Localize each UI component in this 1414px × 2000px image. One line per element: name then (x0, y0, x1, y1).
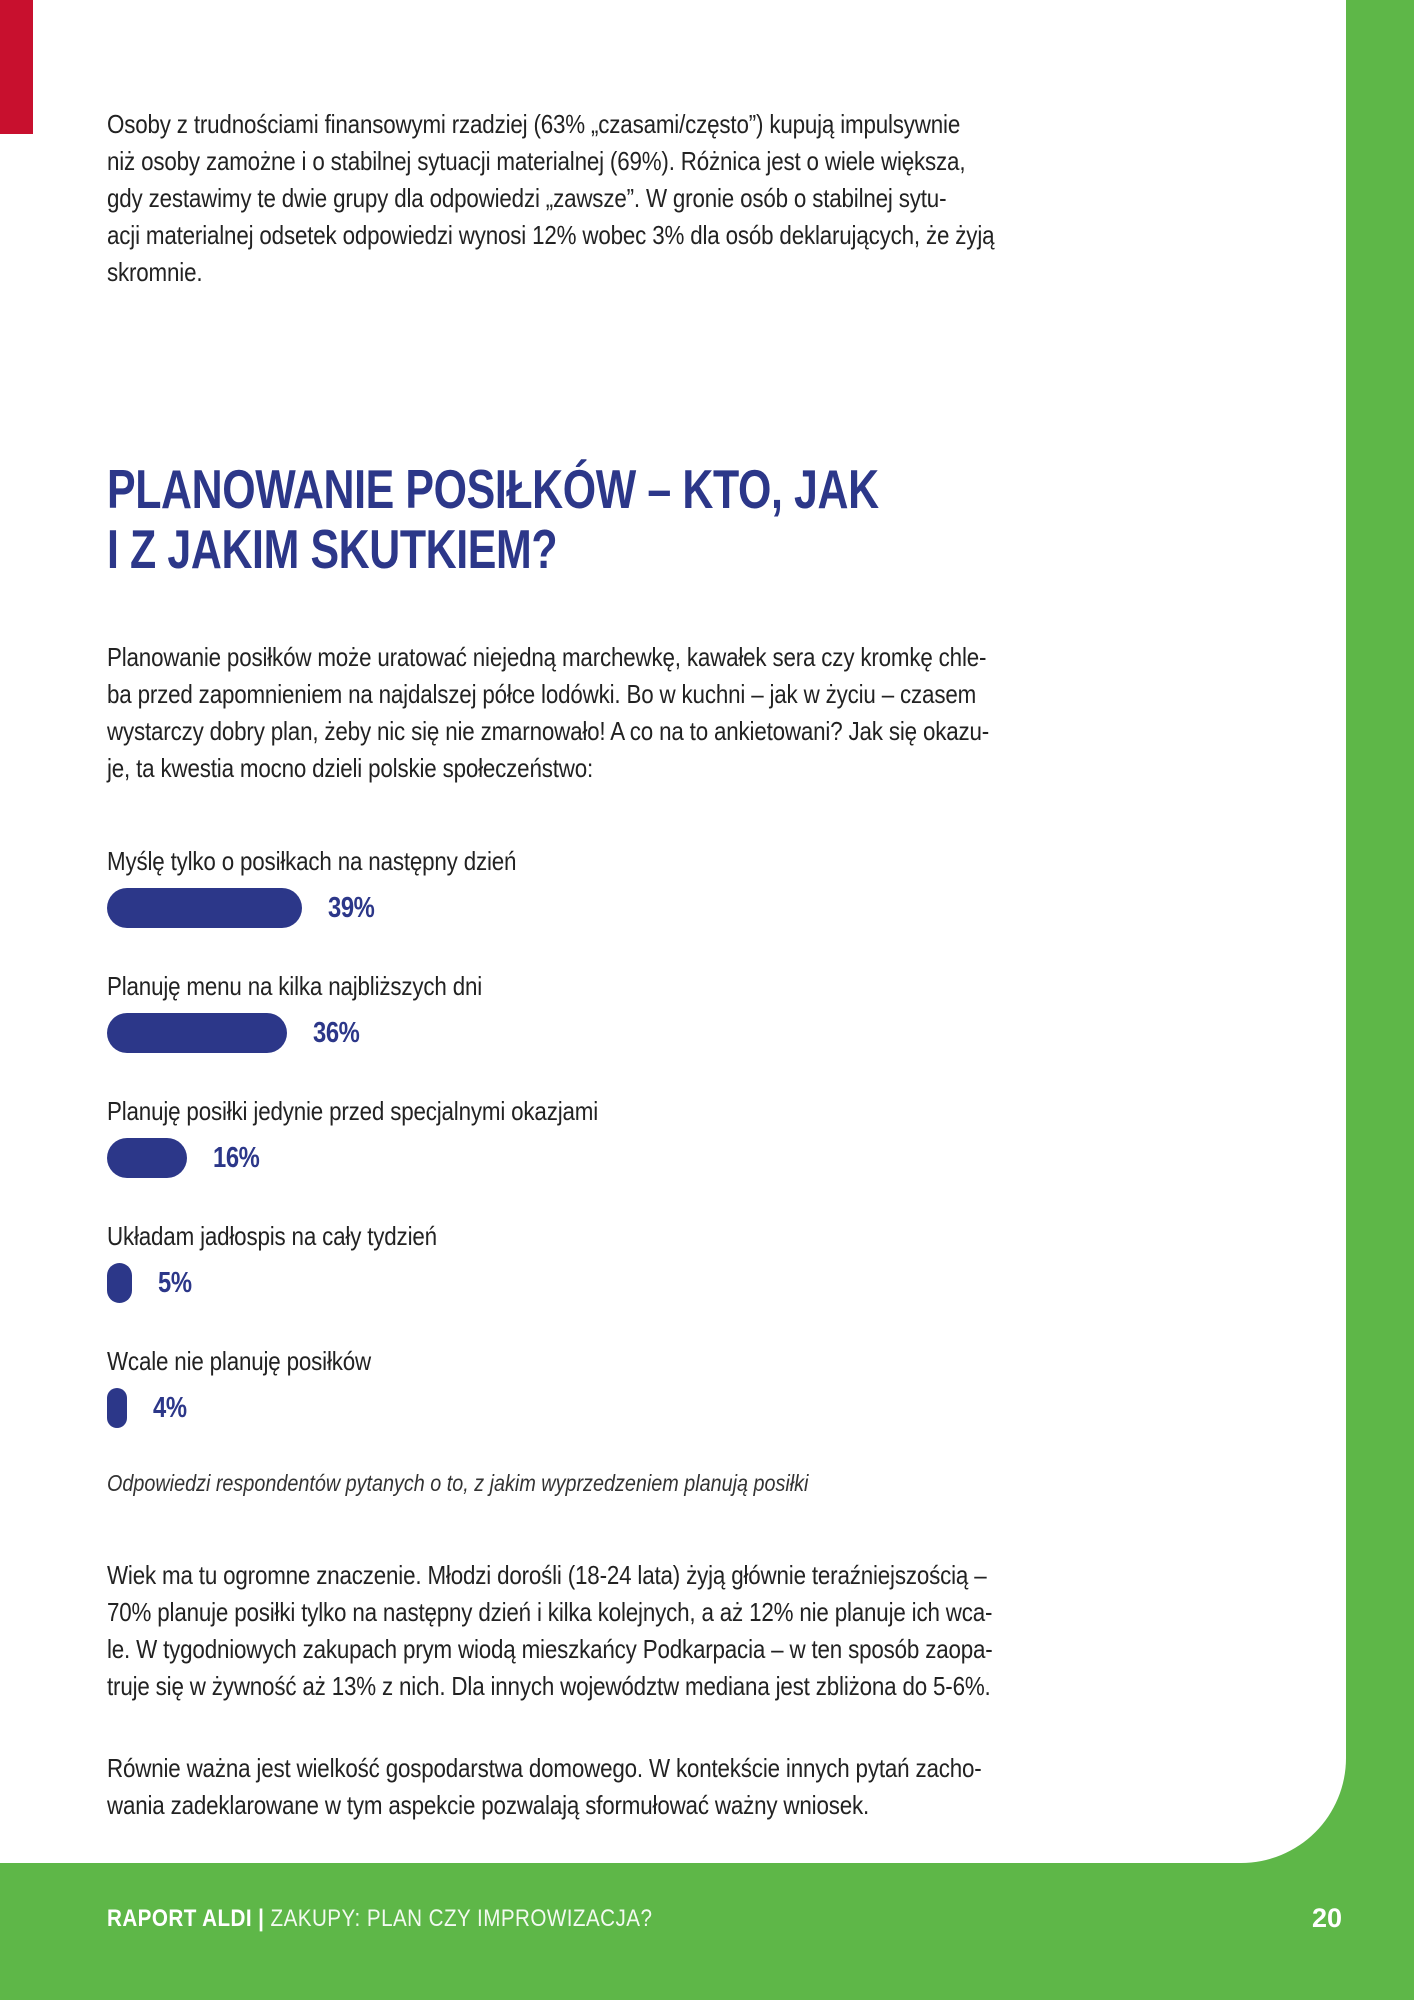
chart-bar-label-text: Układam jadłospis na cały tydzień (107, 1221, 437, 1251)
household-paragraph: Równie ważna jest wielkość gospodarstwa … (107, 1753, 982, 1820)
chart-bar-line: 36% (107, 1013, 1267, 1053)
chart-bar (107, 888, 302, 928)
chart-row: Myślę tylko o posiłkach na następny dzie… (107, 843, 1267, 928)
chart-row: Planuję posiłki jedynie przed specjalnym… (107, 1093, 1267, 1178)
chart-bar-label-text: Planuję menu na kilka najbliższych dni (107, 971, 483, 1001)
chart-bar-line: 16% (107, 1138, 1267, 1178)
green-side-stripe (1346, 0, 1414, 2000)
footer-report-label: RAPORT ALDI | (107, 1905, 265, 1932)
chart-bar-value: 5% (158, 1266, 192, 1299)
content-panel (0, 0, 1346, 1863)
meal-planning-bar-chart: Myślę tylko o posiłkach na następny dzie… (107, 843, 1267, 1499)
section-title-text: PLANOWANIE POSIŁKÓW – KTO, JAK I Z JAKIM… (107, 458, 879, 580)
chart-bar (107, 1013, 287, 1053)
chart-bar-value: 16% (213, 1141, 260, 1174)
chart-bar-line: 4% (107, 1388, 1267, 1428)
footer-text: RAPORT ALDI | ZAKUPY: PLAN CZY IMPROWIZA… (107, 1905, 741, 1933)
footer-report-title: ZAKUPY: PLAN CZY IMPROWIZACJA? (264, 1905, 653, 1932)
chart-bar-value: 4% (153, 1391, 187, 1424)
chart-row: Wcale nie planuję posiłków 4% (107, 1343, 1267, 1428)
chart-bar-label: Planuję posiłki jedynie przed specjalnym… (107, 1093, 1267, 1130)
chart-bar-line: 39% (107, 888, 1267, 928)
section-title: PLANOWANIE POSIŁKÓW – KTO, JAK I Z JAKIM… (107, 459, 1267, 579)
chart-bar-label: Wcale nie planuję posiłków (107, 1343, 1267, 1380)
chart-bar-value: 36% (313, 1016, 360, 1049)
chart-row: Układam jadłospis na cały tydzień 5% (107, 1218, 1267, 1303)
chart-bar-line: 5% (107, 1263, 1267, 1303)
chart-bar-label: Układam jadłospis na cały tydzień (107, 1218, 1267, 1255)
chart-bar-label-text: Myślę tylko o posiłkach na następny dzie… (107, 846, 517, 876)
chart-bar (107, 1138, 187, 1178)
chart-caption: Odpowiedzi respondentów pytanych o to, z… (107, 1468, 1267, 1499)
age-paragraph: Wiek ma tu ogromne znaczenie. Młodzi dor… (107, 1560, 993, 1701)
page-content: Osoby z trudnościami finansowymi rzadzie… (107, 0, 1267, 1824)
chart-bar (107, 1388, 127, 1428)
chart-bar-label: Planuję menu na kilka najbliższych dni (107, 968, 1267, 1005)
intro-paragraph: Osoby z trudnościami finansowymi rzadzie… (107, 109, 995, 287)
chart-bar-label-text: Wcale nie planuję posiłków (107, 1346, 371, 1376)
page-number: 20 (1311, 1903, 1342, 1933)
red-corner-accent-bar (0, 0, 33, 134)
chart-bar-value: 39% (328, 891, 375, 924)
chart-caption-text: Odpowiedzi respondentów pytanych o to, z… (107, 1470, 809, 1496)
chart-bar-label-text: Planuję posiłki jedynie przed specjalnym… (107, 1096, 599, 1126)
footer-bar: RAPORT ALDI | ZAKUPY: PLAN CZY IMPROWIZA… (0, 1863, 1414, 2000)
chart-bar-label: Myślę tylko o posiłkach na następny dzie… (107, 843, 1267, 880)
lead-paragraph: Planowanie posiłków może uratować niejed… (107, 642, 990, 783)
chart-bar (107, 1263, 132, 1303)
chart-row: Planuję menu na kilka najbliższych dni 3… (107, 968, 1267, 1053)
